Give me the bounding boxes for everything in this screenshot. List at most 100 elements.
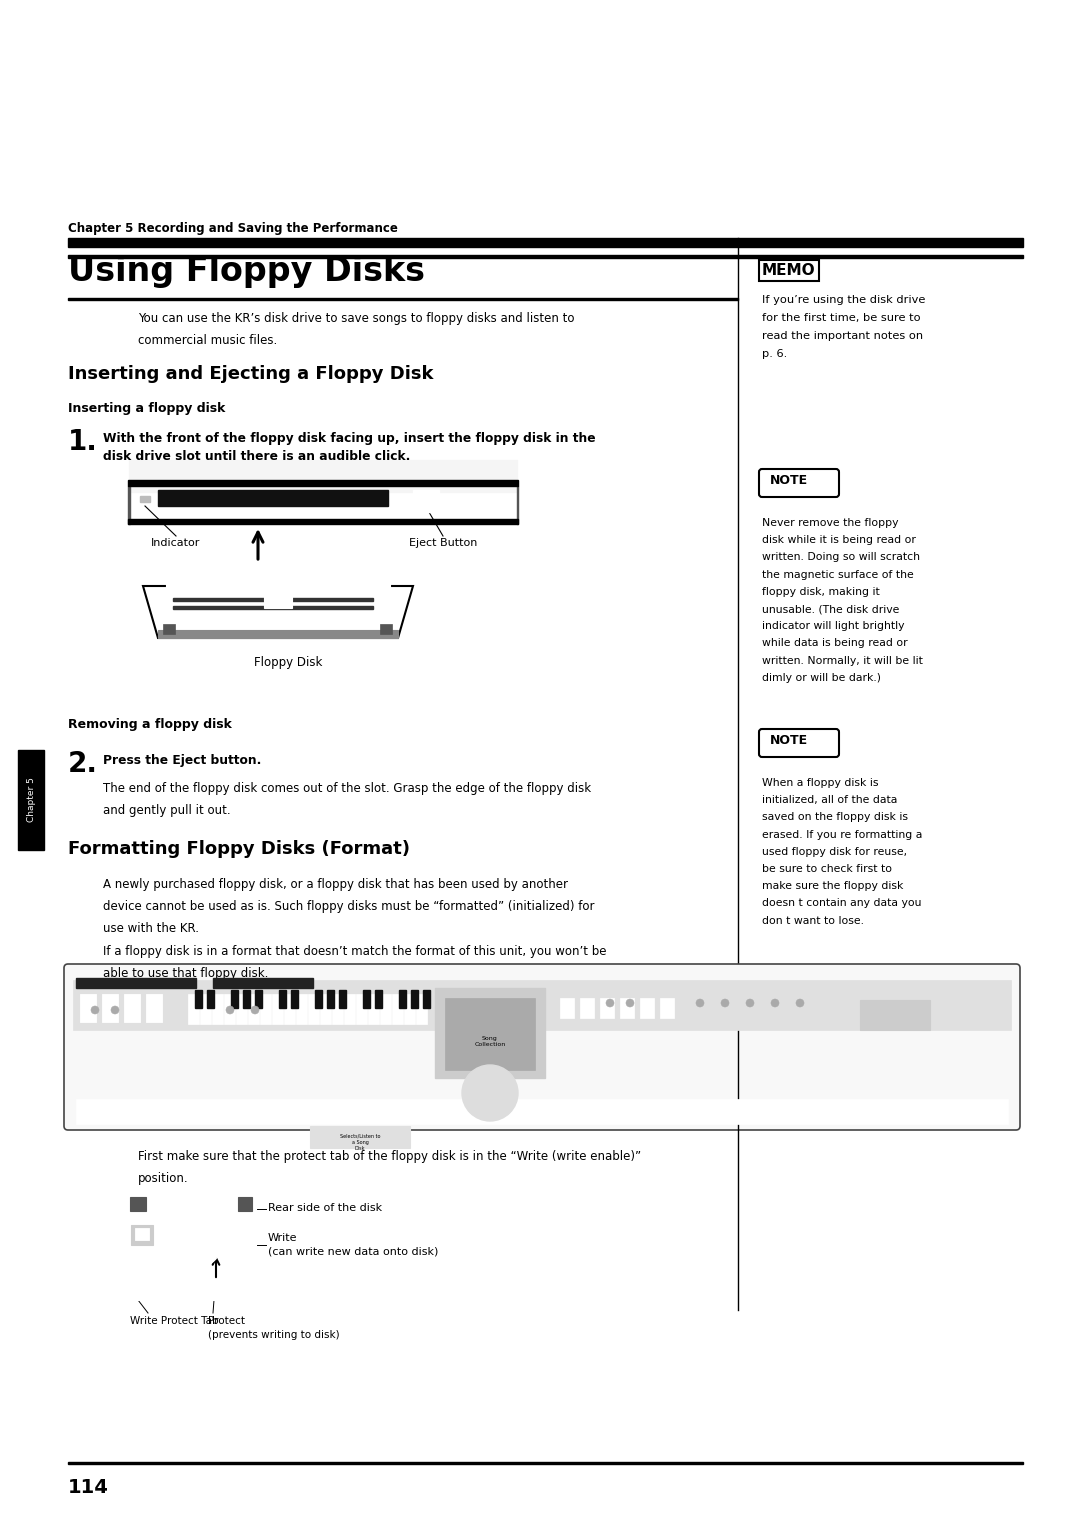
Bar: [423, 990, 430, 1008]
Bar: [158, 630, 399, 639]
Bar: [368, 995, 379, 1024]
Text: Chapter 5 Recording and Saving the Performance: Chapter 5 Recording and Saving the Perfo…: [68, 222, 397, 235]
Bar: [327, 990, 334, 1008]
Text: Floppy Disk: Floppy Disk: [254, 656, 322, 669]
Text: If you’re using the disk drive
for the first time, be sure to
read the important: If you’re using the disk drive for the f…: [762, 295, 926, 359]
Polygon shape: [143, 587, 413, 639]
Text: With the front of the floppy disk facing up, insert the floppy disk in the: With the front of the floppy disk facing…: [103, 432, 596, 445]
Bar: [255, 990, 262, 1008]
Text: If a floppy disk is in a format that doesn’t match the format of this unit, you : If a floppy disk is in a format that doe…: [103, 944, 607, 979]
Bar: [640, 998, 654, 1018]
Bar: [124, 995, 140, 1022]
Bar: [375, 990, 382, 1008]
Text: Removing a floppy disk: Removing a floppy disk: [68, 718, 232, 730]
Bar: [284, 995, 295, 1024]
Text: Write
(can write new data onto disk): Write (can write new data onto disk): [268, 1233, 438, 1258]
Text: 2.: 2.: [68, 750, 98, 778]
Bar: [296, 995, 307, 1024]
Text: Inserting a floppy disk: Inserting a floppy disk: [68, 402, 226, 416]
Text: 114: 114: [68, 1478, 109, 1497]
Bar: [399, 990, 406, 1008]
Bar: [18, 750, 44, 850]
Bar: [363, 990, 370, 1008]
Bar: [130, 1196, 146, 1212]
Bar: [416, 995, 427, 1024]
Text: Inserting and Ejecting a Floppy Disk: Inserting and Ejecting a Floppy Disk: [68, 365, 433, 384]
Bar: [76, 1099, 1008, 1125]
Text: First make sure that the protect tab of the floppy disk is in the “Write (write : First make sure that the protect tab of …: [138, 1151, 642, 1163]
Bar: [158, 576, 399, 639]
Bar: [600, 998, 615, 1018]
Bar: [248, 995, 259, 1024]
Bar: [345, 995, 355, 1024]
Text: Using Floppy Disks: Using Floppy Disks: [68, 255, 426, 287]
Bar: [166, 582, 390, 633]
Bar: [320, 995, 330, 1024]
Bar: [660, 998, 674, 1018]
Bar: [380, 995, 391, 1024]
Text: Write Protect Tab: Write Protect Tab: [130, 1316, 218, 1326]
Circle shape: [626, 999, 634, 1007]
Bar: [129, 486, 130, 524]
Text: disk drive slot until there is an audible click.: disk drive slot until there is an audibl…: [103, 451, 410, 463]
Bar: [135, 1229, 149, 1241]
Bar: [272, 995, 283, 1024]
Bar: [195, 990, 202, 1008]
Text: 1.: 1.: [68, 428, 98, 455]
Circle shape: [746, 999, 754, 1007]
Bar: [404, 995, 415, 1024]
Bar: [80, 995, 96, 1022]
Bar: [126, 1195, 256, 1300]
Bar: [392, 995, 403, 1024]
Bar: [231, 990, 238, 1008]
Bar: [561, 998, 573, 1018]
Text: Never remove the floppy
disk while it is being read or
written. Doing so will sc: Never remove the floppy disk while it is…: [762, 518, 923, 683]
Bar: [68, 255, 1023, 258]
Bar: [580, 998, 594, 1018]
Bar: [279, 990, 286, 1008]
Circle shape: [721, 999, 729, 1007]
Bar: [860, 999, 930, 1030]
Text: Eject Button: Eject Button: [409, 538, 477, 549]
Bar: [435, 989, 545, 1077]
Circle shape: [111, 1005, 119, 1015]
Text: MEMO: MEMO: [762, 263, 815, 278]
Bar: [173, 597, 373, 601]
Bar: [260, 995, 271, 1024]
Text: NOTE: NOTE: [770, 733, 808, 747]
Bar: [445, 998, 535, 1070]
Text: A newly purchased floppy disk, or a floppy disk that has been used by another
de: A newly purchased floppy disk, or a flop…: [103, 879, 594, 935]
Circle shape: [91, 1005, 99, 1015]
Bar: [68, 238, 1023, 248]
Bar: [516, 486, 518, 524]
Bar: [413, 490, 438, 512]
Bar: [339, 990, 346, 1008]
FancyBboxPatch shape: [759, 469, 839, 497]
Bar: [411, 990, 418, 1008]
Bar: [68, 1462, 1023, 1464]
FancyBboxPatch shape: [64, 964, 1020, 1131]
Bar: [73, 979, 1011, 1030]
Bar: [264, 591, 292, 608]
Bar: [102, 995, 118, 1022]
Bar: [146, 995, 162, 1022]
Text: Chapter 5: Chapter 5: [27, 778, 36, 822]
Bar: [173, 607, 373, 610]
Bar: [76, 978, 195, 989]
Bar: [188, 995, 199, 1024]
Text: Song
Collection: Song Collection: [474, 1036, 505, 1047]
Bar: [380, 623, 392, 634]
Text: You can use the KR’s disk drive to save songs to floppy disks and listen to
comm: You can use the KR’s disk drive to save …: [138, 312, 575, 347]
Bar: [163, 623, 175, 634]
Bar: [207, 990, 214, 1008]
Text: The end of the floppy disk comes out of the slot. Grasp the edge of the floppy d: The end of the floppy disk comes out of …: [103, 782, 591, 817]
Text: Formatting Floppy Disks (Format): Formatting Floppy Disks (Format): [68, 840, 410, 859]
Bar: [200, 995, 211, 1024]
Bar: [131, 1225, 153, 1245]
Bar: [310, 1126, 410, 1148]
Text: When a floppy disk is
initialized, all of the data
saved on the floppy disk is
e: When a floppy disk is initialized, all o…: [762, 778, 922, 926]
Bar: [620, 998, 634, 1018]
Text: position.: position.: [138, 1172, 189, 1186]
Circle shape: [462, 1065, 518, 1122]
Circle shape: [796, 999, 804, 1007]
